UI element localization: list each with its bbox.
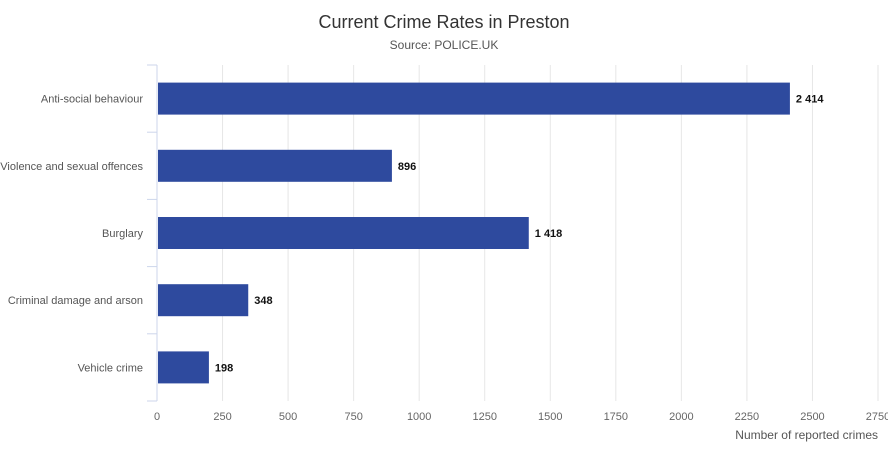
bar-3 bbox=[158, 284, 249, 317]
data-label-4: 198 bbox=[215, 362, 233, 374]
x-tick-label-11: 2750 bbox=[866, 411, 888, 423]
category-label-4: Vehicle crime bbox=[78, 362, 143, 374]
category-label-1: Violence and sexual offences bbox=[0, 161, 143, 173]
category-label-3: Criminal damage and arson bbox=[8, 295, 143, 307]
x-tick-label-3: 750 bbox=[344, 411, 362, 423]
x-tick-label-0: 0 bbox=[154, 411, 160, 423]
x-tick-label-4: 1000 bbox=[407, 411, 431, 423]
data-label-0: 2 414 bbox=[796, 94, 824, 106]
x-tick-label-7: 1750 bbox=[604, 411, 628, 423]
data-label-1: 896 bbox=[398, 161, 416, 173]
chart-title: Current Crime Rates in Preston bbox=[318, 12, 570, 32]
x-tick-label-1: 250 bbox=[213, 411, 231, 423]
bar-1 bbox=[158, 149, 392, 182]
x-tick-label-9: 2250 bbox=[735, 411, 759, 423]
x-tick-label-2: 500 bbox=[279, 411, 297, 423]
data-label-3: 348 bbox=[254, 295, 272, 307]
data-label-2: 1 418 bbox=[535, 228, 563, 240]
x-tick-label-10: 2500 bbox=[800, 411, 824, 423]
chart-subtitle: Source: POLICE.UK bbox=[389, 38, 499, 52]
x-axis-title: Number of reported crimes bbox=[735, 428, 878, 442]
x-tick-label-8: 2000 bbox=[669, 411, 693, 423]
bar-0 bbox=[158, 82, 790, 115]
bar-2 bbox=[158, 217, 529, 249]
x-tick-label-5: 1250 bbox=[472, 411, 496, 423]
x-tick-label-6: 1500 bbox=[538, 411, 562, 423]
category-label-0: Anti-social behaviour bbox=[41, 94, 143, 106]
bar-4 bbox=[158, 351, 209, 384]
category-label-2: Burglary bbox=[102, 228, 143, 240]
